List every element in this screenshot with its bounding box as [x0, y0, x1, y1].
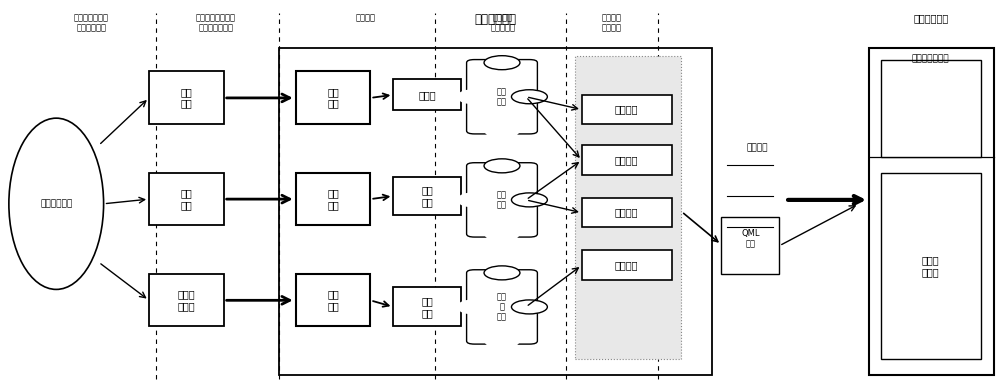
Bar — [393, 176, 461, 216]
Text: 数据
模块: 数据 模块 — [180, 188, 192, 210]
Text: 数据
对象: 数据 对象 — [497, 190, 507, 210]
Circle shape — [484, 159, 520, 173]
Text: 事件响应: 事件响应 — [615, 260, 638, 270]
Text: 组件集合: 组件集合 — [355, 13, 375, 22]
Text: 组态部署: 组态部署 — [747, 143, 768, 152]
Text: 数控组
态界面: 数控组 态界面 — [922, 255, 940, 277]
Text: 数控系统界面功
能系统模块化: 数控系统界面功 能系统模块化 — [74, 13, 109, 33]
Text: 聚类、抽象、封装
功能单元组件化: 聚类、抽象、封装 功能单元组件化 — [196, 13, 236, 33]
Circle shape — [458, 91, 491, 103]
Bar — [393, 79, 461, 111]
Circle shape — [486, 228, 518, 240]
Bar — [296, 274, 370, 327]
Circle shape — [511, 193, 547, 207]
Circle shape — [486, 125, 518, 137]
Text: 组态配置
组件组合: 组态配置 组件组合 — [602, 13, 622, 33]
Bar — [721, 218, 779, 274]
Text: 连接
与
脚本: 连接 与 脚本 — [497, 292, 507, 322]
Bar — [881, 172, 981, 359]
Text: 图形库: 图形库 — [418, 90, 436, 100]
Bar — [149, 71, 224, 124]
Bar — [582, 145, 672, 174]
Bar — [296, 172, 370, 225]
Text: 交互
组件: 交互 组件 — [327, 289, 339, 311]
Text: 交互控
制模块: 交互控 制模块 — [178, 289, 195, 311]
Bar — [582, 250, 672, 279]
Circle shape — [458, 194, 491, 206]
Ellipse shape — [9, 118, 104, 289]
Circle shape — [511, 90, 547, 104]
Text: 组态脚本执行器: 组态脚本执行器 — [912, 54, 950, 63]
Bar — [881, 60, 981, 157]
Circle shape — [511, 300, 547, 314]
Text: QML
脚本: QML 脚本 — [741, 229, 760, 249]
Circle shape — [486, 335, 518, 347]
Text: 参数配置
组件实例化: 参数配置 组件实例化 — [490, 13, 515, 33]
Text: 图形
控件: 图形 控件 — [497, 87, 507, 107]
Bar — [149, 274, 224, 327]
Text: 数控系统界面: 数控系统界面 — [40, 199, 72, 208]
Bar — [582, 95, 672, 124]
Text: 界面图形: 界面图形 — [615, 104, 638, 114]
Circle shape — [484, 56, 520, 70]
Bar — [582, 198, 672, 227]
Bar — [393, 287, 461, 327]
FancyBboxPatch shape — [467, 163, 537, 237]
Bar — [149, 172, 224, 225]
Text: 交互
中心: 交互 中心 — [421, 296, 433, 318]
Circle shape — [484, 266, 520, 280]
Text: 数据连接: 数据连接 — [615, 207, 638, 218]
FancyBboxPatch shape — [467, 270, 537, 344]
FancyBboxPatch shape — [467, 60, 537, 134]
Text: 数据字典: 数据字典 — [615, 155, 638, 165]
Bar — [869, 48, 994, 375]
Text: 组态开发环境: 组态开发环境 — [474, 13, 516, 26]
Bar — [575, 56, 681, 359]
Text: 数据
中心: 数据 中心 — [421, 185, 433, 207]
Text: 数据
组件: 数据 组件 — [327, 188, 339, 210]
Bar — [279, 48, 712, 375]
Text: 图形
组件: 图形 组件 — [327, 87, 339, 109]
Bar — [296, 71, 370, 124]
Text: 组态运行环境: 组态运行环境 — [913, 13, 948, 23]
Text: 图形
模块: 图形 模块 — [180, 87, 192, 109]
Circle shape — [458, 301, 491, 313]
